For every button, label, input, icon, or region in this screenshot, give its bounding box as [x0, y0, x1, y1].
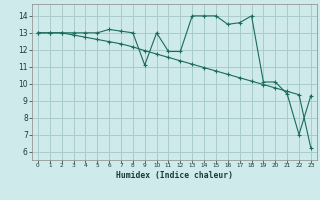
X-axis label: Humidex (Indice chaleur): Humidex (Indice chaleur)	[116, 171, 233, 180]
